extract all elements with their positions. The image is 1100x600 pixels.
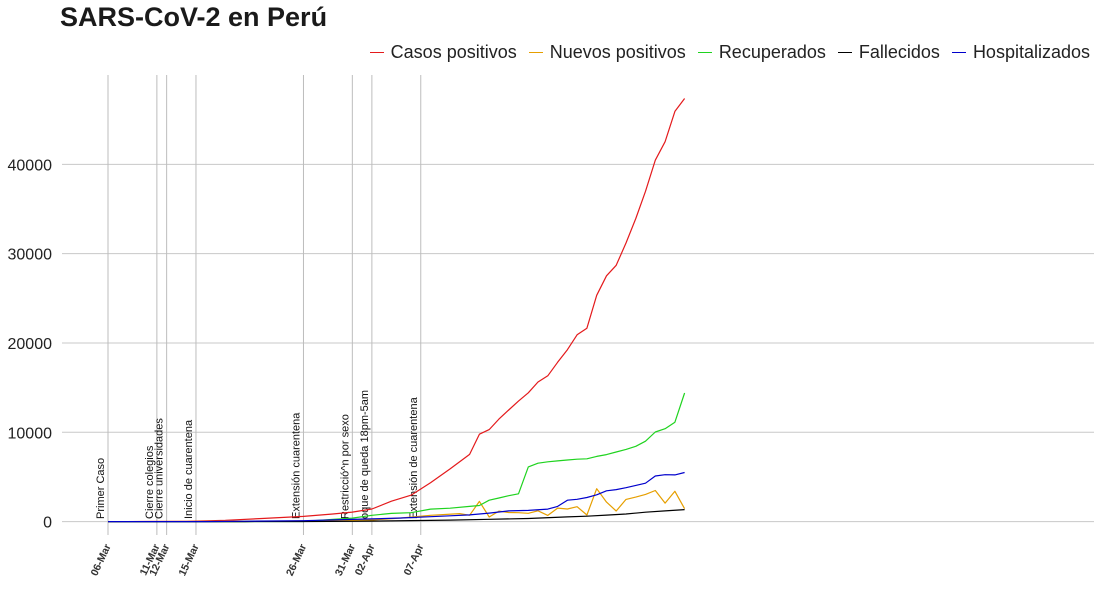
series-line-recuperados	[108, 392, 686, 523]
y-tick-0: 0	[43, 515, 52, 532]
series-line-nuevos-positivos	[107, 488, 686, 523]
event-label-extension-de-cuarentena: Extensión de cuarentena	[408, 396, 420, 519]
legend-item-recuperados: Recuperados	[697, 42, 826, 63]
legend-item-hospitalizados: Hospitalizados	[951, 42, 1090, 63]
series-line-hospitalizados	[108, 471, 685, 523]
chart-title: SARS-CoV-2 en Perú	[60, 2, 328, 32]
legend-item-nuevos-positivos: Nuevos positivos	[528, 42, 686, 63]
legend-item-casos-positivos: Casos positivos	[369, 42, 517, 63]
y-tick-10000: 10000	[8, 425, 53, 442]
x-tick-07-apr: 07-Apr	[402, 542, 427, 577]
series-line-casos-positivos	[107, 98, 686, 523]
legend-swatch-fallecidos	[837, 52, 852, 53]
series-line-fallecidos	[108, 509, 685, 523]
x-tick-06-mar: 06-Mar	[89, 542, 114, 578]
legend-label-nuevos-positivos: Nuevos positivos	[549, 42, 686, 62]
legend-swatch-casos-positivos	[369, 52, 384, 53]
y-tick-20000: 20000	[8, 336, 53, 353]
event-label-restriccio-n-por-sexo: Restricció^n por sexo	[339, 414, 351, 519]
x-tick-26-mar: 26-Mar	[284, 542, 309, 578]
legend-label-hospitalizados: Hospitalizados	[972, 42, 1090, 62]
event-label-cierre-universidades: Cierre universidades	[154, 418, 166, 519]
y-tick-40000: 40000	[8, 157, 53, 174]
grid	[62, 163, 1094, 523]
y-axis: 0 10000 20000 30000 40000	[8, 157, 53, 531]
event-label-oque-de-queda-18pm-5am: oque de queda 18pm-5am	[359, 390, 371, 519]
y-tick-30000: 30000	[8, 247, 53, 264]
event-label-inicio-de-cuarentena: Inicio de cuarentena	[183, 419, 195, 519]
legend-label-fallecidos: Fallecidos	[858, 42, 940, 62]
event-label-extension-cuarentena: Extensión cuarentena	[290, 412, 302, 519]
legend-swatch-hospitalizados	[951, 52, 966, 53]
legend-item-fallecidos: Fallecidos	[837, 42, 940, 63]
legend-swatch-recuperados	[697, 52, 712, 53]
legend-swatch-nuevos-positivos	[528, 52, 543, 53]
x-tick-15-mar: 15-Mar	[176, 542, 201, 578]
event-label-primer-caso: Primer Caso	[95, 458, 107, 519]
legend: Casos positivos Nuevos positivos Recuperad…	[358, 42, 1090, 63]
event-label-cierre-colegios: Cierre colegios	[144, 445, 156, 519]
legend-label-casos-positivos: Casos positivos	[390, 42, 517, 62]
series-lines	[107, 98, 686, 523]
legend-label-recuperados: Recuperados	[718, 42, 826, 62]
